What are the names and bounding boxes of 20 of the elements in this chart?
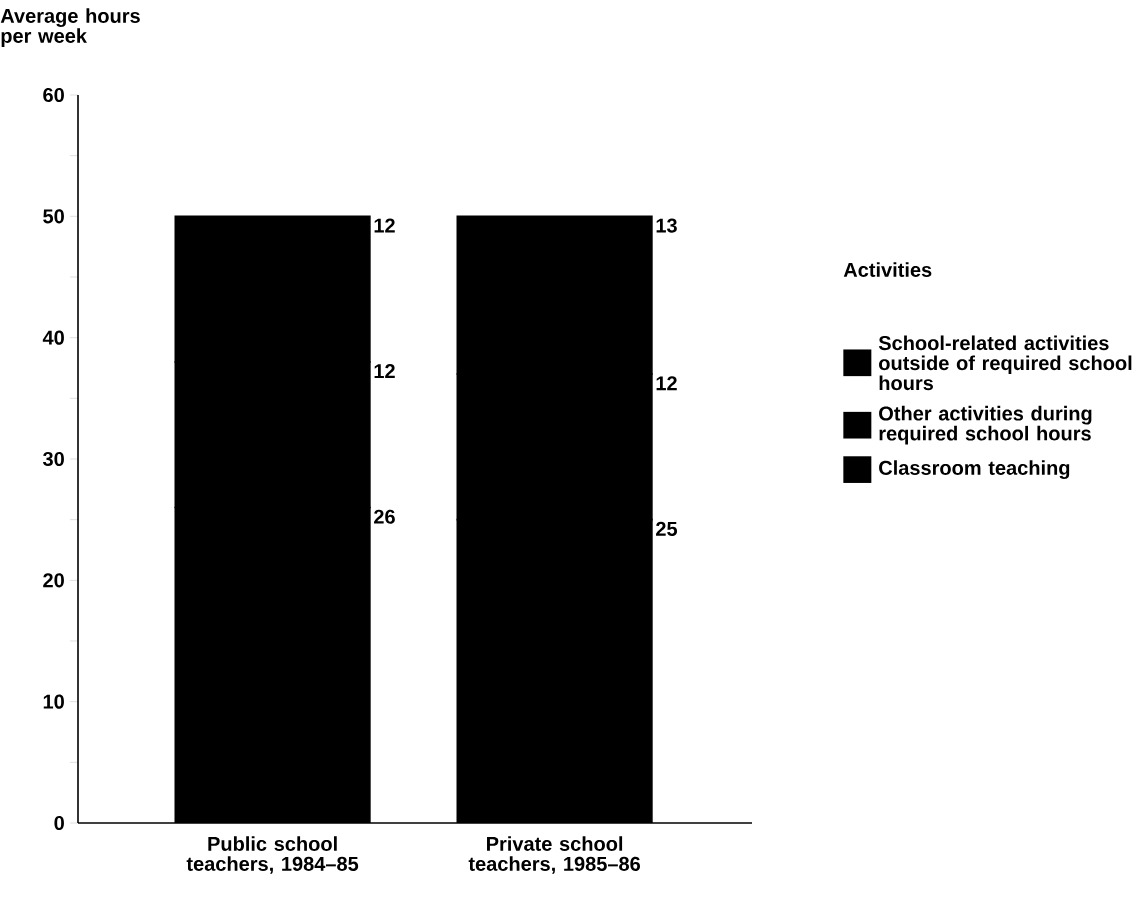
y-tick-label: 10 xyxy=(43,694,64,709)
y-tick-label: 30 xyxy=(42,451,64,467)
legend-title: Activities xyxy=(843,262,932,277)
y-tick-label: 20 xyxy=(43,573,64,588)
data-label: 13 xyxy=(656,218,677,233)
x-tick-label: Private school teachers, 1985–86 xyxy=(468,836,641,874)
legend-label: Other activities during required school hours xyxy=(879,405,1092,445)
y-tick-label: 60 xyxy=(43,87,64,103)
x-tick-label: Public school teachers, 1984–85 xyxy=(186,836,359,874)
y-tick-label: 0 xyxy=(54,815,64,831)
data-label: 26 xyxy=(374,509,395,524)
legend-label: Classroom teaching xyxy=(879,460,1070,479)
data-label: 12 xyxy=(374,364,395,379)
data-label: 12 xyxy=(374,218,395,233)
y-axis-title: Average hours per week xyxy=(0,8,140,47)
legend-label: School-related activities outside of required school hours xyxy=(878,335,1132,391)
y-tick-label: 50 xyxy=(43,209,64,224)
data-label: 25 xyxy=(656,521,678,536)
y-tick-label: 40 xyxy=(42,330,64,345)
data-label: 12 xyxy=(656,376,677,391)
